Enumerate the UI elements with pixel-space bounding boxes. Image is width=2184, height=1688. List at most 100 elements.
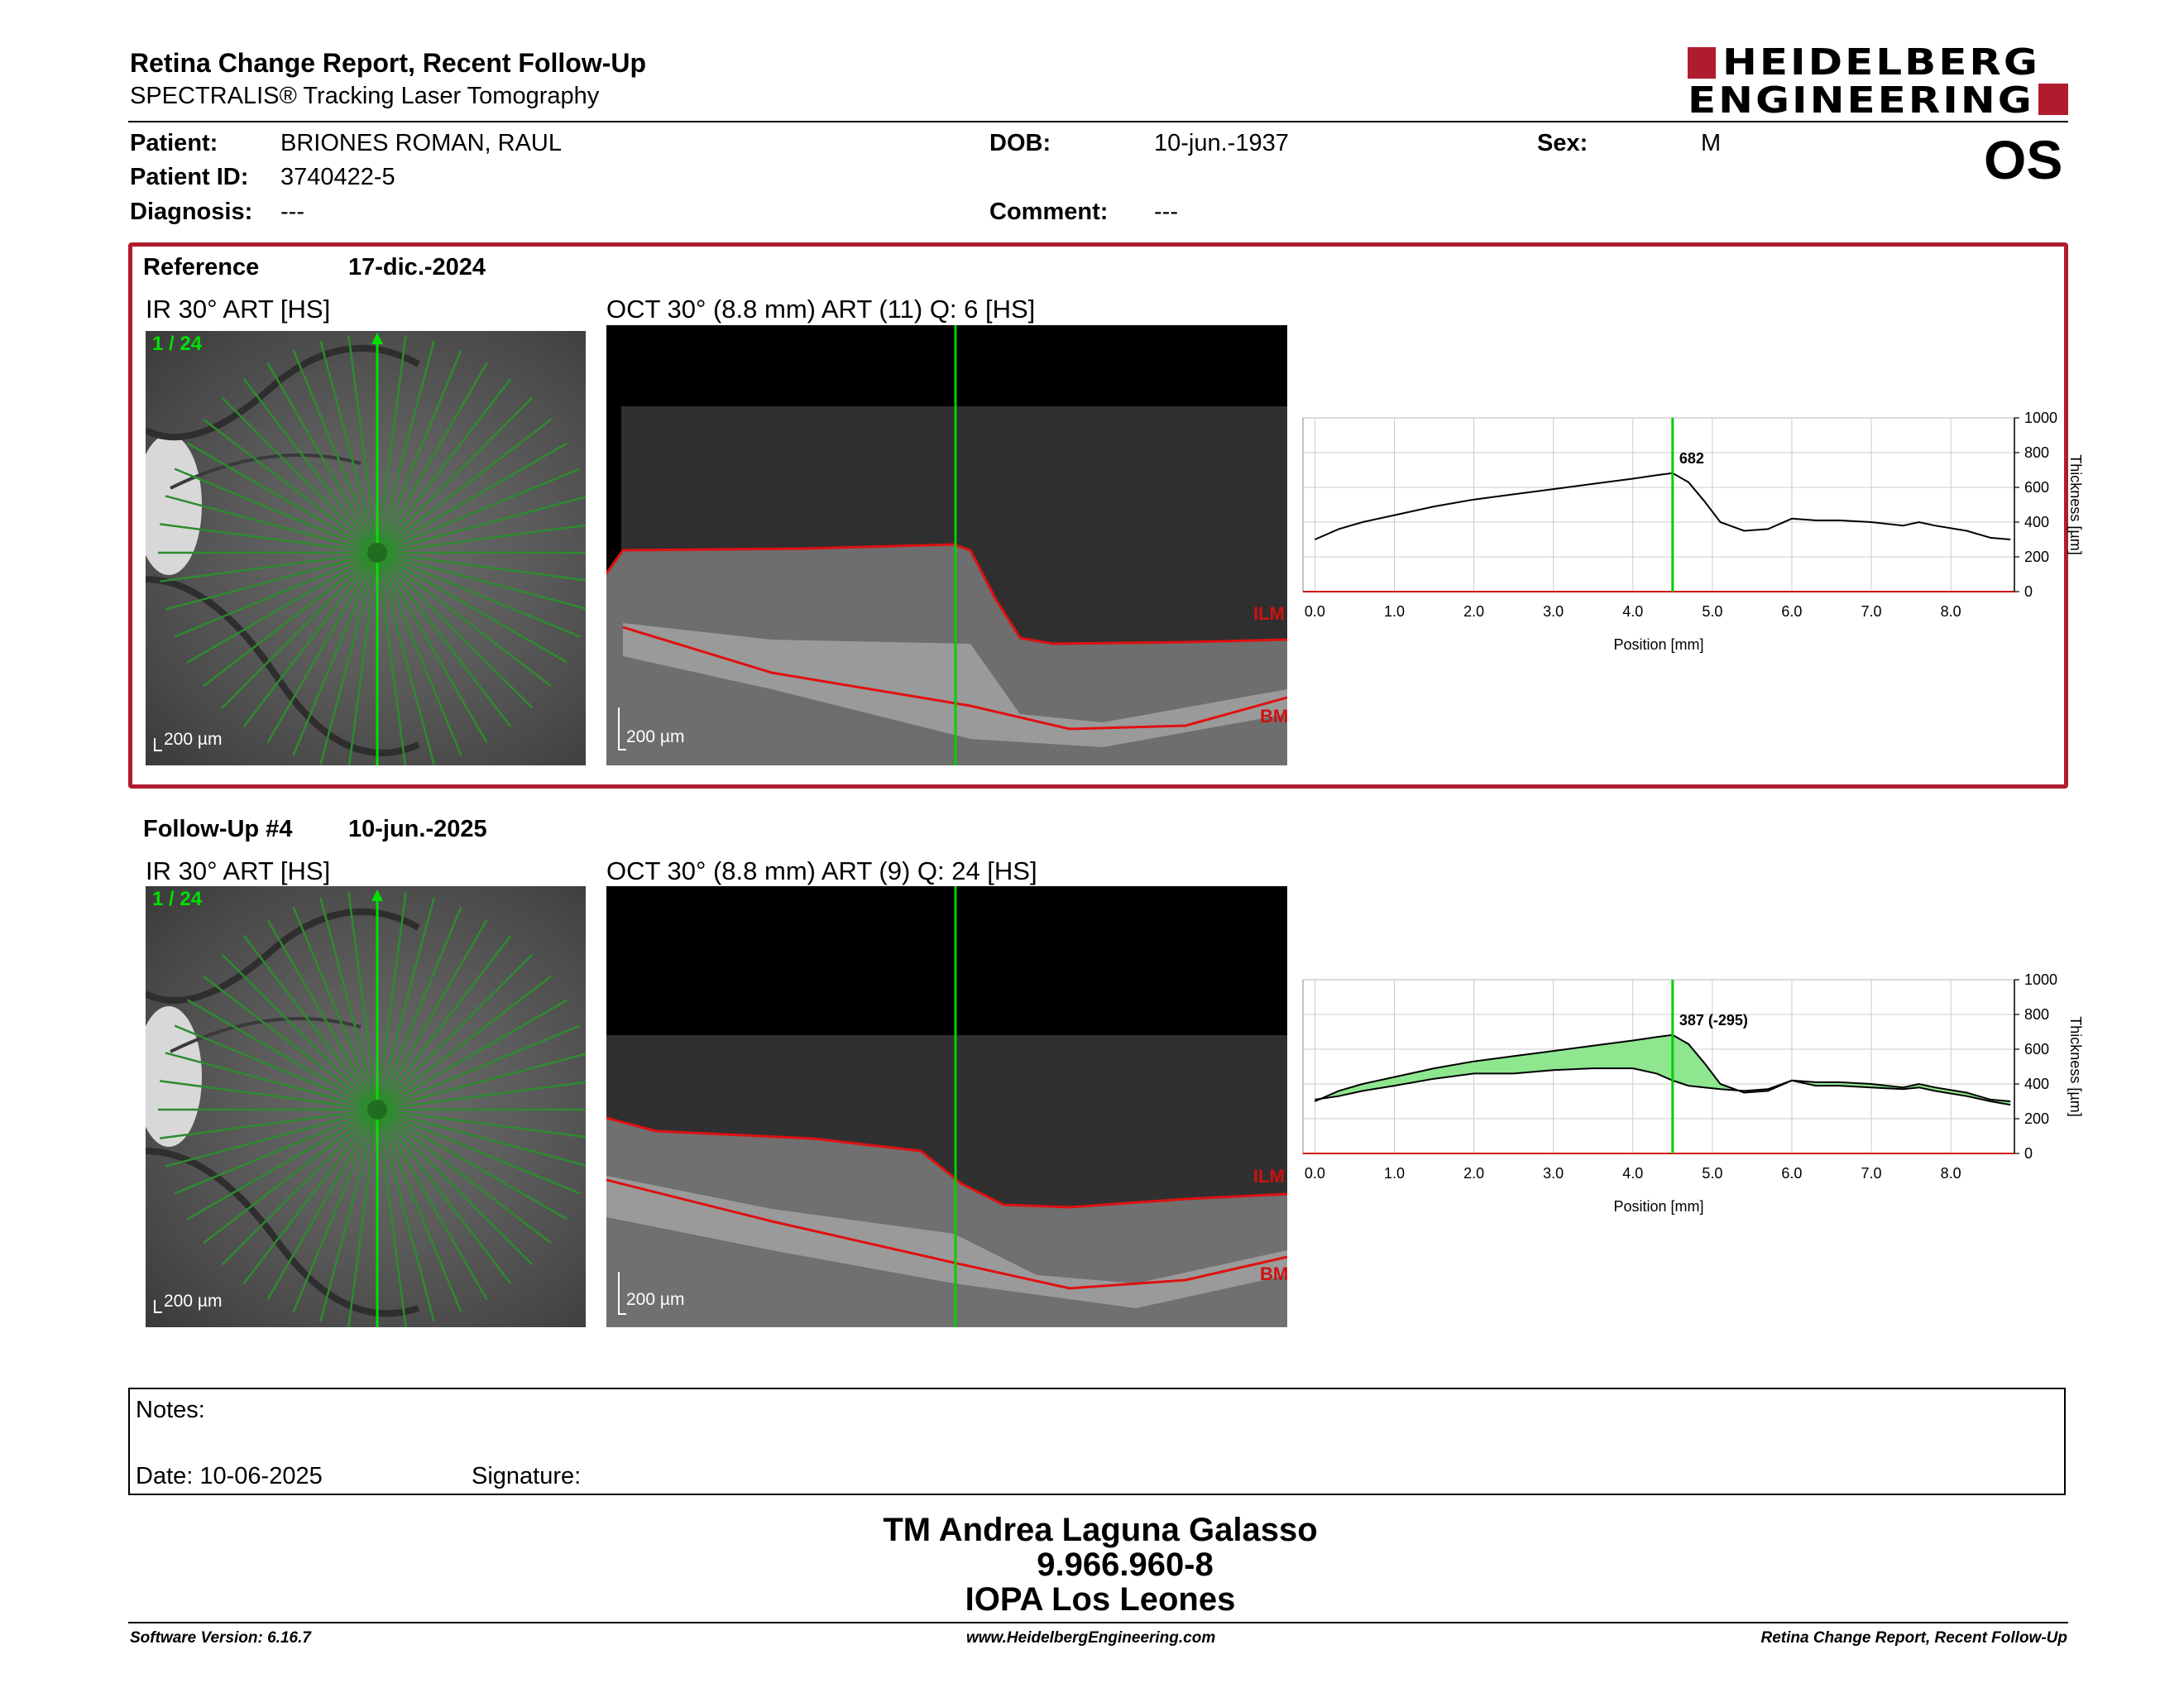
- rpe-layer: [606, 1176, 1287, 1308]
- scan-index: 1 / 24: [152, 888, 203, 910]
- radial-scan-line: [174, 551, 378, 638]
- diagnosis-value: ---: [280, 199, 304, 225]
- header-divider: [128, 121, 2068, 122]
- ir-scale-bar: 200 µm: [164, 730, 223, 749]
- radial-scan-line: [203, 552, 378, 688]
- radial-scan-line: [221, 953, 378, 1110]
- radial-scan-line: [266, 1109, 379, 1301]
- radial-scan-line: [242, 1109, 378, 1284]
- radial-scan-line: [376, 551, 581, 638]
- radial-scan-line: [160, 523, 378, 554]
- radial-scan-line: [376, 999, 568, 1111]
- dob-label: DOB:: [989, 130, 1051, 156]
- sex-label: Sex:: [1537, 130, 1588, 156]
- x-tick-label: 4.0: [1622, 1165, 1643, 1182]
- dob-value: 10-jun.-1937: [1154, 130, 1289, 156]
- reference-label: Reference: [143, 254, 260, 281]
- oct-scale-bar: 200 µm: [626, 727, 685, 746]
- radial-scan-line: [221, 1109, 378, 1266]
- logo-red-square-bottom: [2038, 84, 2068, 115]
- radial-scan-line: [376, 897, 435, 1110]
- radial-scan-line: [376, 1108, 581, 1195]
- ilm-label: ILM: [1253, 1166, 1285, 1187]
- thickness-series-line-0: [1315, 1067, 2011, 1106]
- notes-box[interactable]: [128, 1388, 2066, 1495]
- radial-scan-line: [319, 340, 379, 554]
- radial-scan-line: [376, 1109, 488, 1301]
- radial-scan-line: [376, 1109, 512, 1284]
- radial-scan-line: [266, 552, 379, 744]
- optic-disc: [146, 434, 202, 575]
- radial-scan-line: [376, 551, 586, 610]
- bm-boundary: [622, 626, 1287, 731]
- radial-scan-line: [203, 418, 378, 554]
- report-title: Retina Change Report, Recent Follow-Up: [130, 48, 647, 78]
- reference-oct-bscan-image[interactable]: ILM BM 200 µm: [606, 325, 1287, 765]
- radial-scan-line: [174, 1024, 378, 1111]
- vessel: [146, 576, 420, 756]
- oct-scale-mark: [618, 707, 626, 750]
- followup-ir-fundus-image[interactable]: 1 / 24 200 µm: [146, 886, 586, 1327]
- x-tick-label: 0.0: [1305, 1165, 1325, 1182]
- followup-oct-bscan-image[interactable]: ILM BM 200 µm: [606, 886, 1287, 1327]
- x-tick-label: 0.0: [1305, 603, 1325, 620]
- x-tick-label: 1.0: [1384, 603, 1405, 620]
- y-tick-label: 600: [2024, 1041, 2049, 1057]
- radial-scan-line: [242, 378, 378, 554]
- signature-label: Signature:: [472, 1463, 582, 1489]
- radial-scan-line: [376, 442, 568, 554]
- scan-center: [367, 1100, 387, 1120]
- reference-ir-fundus-image[interactable]: 1 / 24 200 µm: [146, 331, 586, 765]
- reference-oct-svg: [606, 325, 1287, 765]
- x-tick-label: 7.0: [1861, 1165, 1882, 1182]
- bm-boundary: [606, 1178, 1287, 1290]
- radial-scan-line: [347, 335, 379, 554]
- radial-scan-line: [376, 552, 488, 744]
- radial-scan-line: [376, 1109, 534, 1266]
- radial-scan-line: [165, 551, 378, 611]
- radial-scan-line: [376, 418, 552, 554]
- x-tick-label: 2.0: [1463, 603, 1484, 620]
- y-tick-label: 600: [2024, 479, 2049, 496]
- scan-index: 1 / 24: [152, 333, 203, 355]
- y-tick-label: 400: [2024, 1076, 2049, 1092]
- radial-scan-line: [376, 1081, 586, 1111]
- sex-value: M: [1701, 130, 1722, 156]
- y-tick-label: 0: [2024, 583, 2033, 600]
- x-tick-label: 7.0: [1861, 603, 1882, 620]
- website-link[interactable]: www.HeidelbergEngineering.com: [966, 1629, 1216, 1647]
- radial-scan-line: [266, 362, 379, 554]
- radial-scan-line: [376, 1109, 552, 1244]
- patient-id: 3740422-5: [280, 164, 395, 190]
- radial-scan-line: [376, 1109, 435, 1322]
- x-tick-label: 1.0: [1384, 1165, 1405, 1182]
- followup-thickness-chart: 0.0 1.0 2.0 3.0 4.0 5.0 6.0 7.0 8.0 0 200 400 600 800…: [1302, 971, 2084, 1215]
- radial-scan-line: [376, 349, 462, 554]
- patient-name: BRIONES ROMAN, RAUL: [280, 130, 562, 156]
- x-tick-label: 5.0: [1702, 603, 1722, 620]
- followup-oct-svg: [606, 886, 1287, 1327]
- y-tick-label: 0: [2024, 1145, 2033, 1162]
- radial-scan-line: [160, 1108, 378, 1139]
- radial-scan-line: [376, 1024, 581, 1111]
- comment-label: Comment:: [989, 199, 1109, 225]
- radial-scan-line: [165, 1108, 378, 1168]
- bm-label: BM: [1260, 1264, 1287, 1284]
- oct-scale-mark: [618, 1272, 626, 1315]
- bm-label: BM: [1260, 706, 1287, 727]
- radial-scan-line: [376, 552, 407, 765]
- y-tick-label: 400: [2024, 514, 2049, 530]
- logo-line2: ENGINEERING: [1688, 79, 2034, 122]
- thickness-value-label: 682: [1679, 450, 1704, 467]
- radial-scan-line: [376, 496, 586, 554]
- thickness-value-label: 387 (-295): [1679, 1012, 1748, 1029]
- software-version: Software Version: 6.16.7: [130, 1629, 311, 1647]
- reference-date: 17-dic.-2024: [348, 254, 486, 281]
- followup-ir-svg: [146, 890, 586, 1327]
- comment-value: ---: [1154, 199, 1178, 225]
- radial-scan-line: [242, 552, 378, 727]
- y-tick-label: 200: [2024, 1110, 2049, 1127]
- scan-arrow-icon: [371, 890, 383, 901]
- optic-disc: [146, 1006, 202, 1147]
- vessel: [146, 344, 420, 441]
